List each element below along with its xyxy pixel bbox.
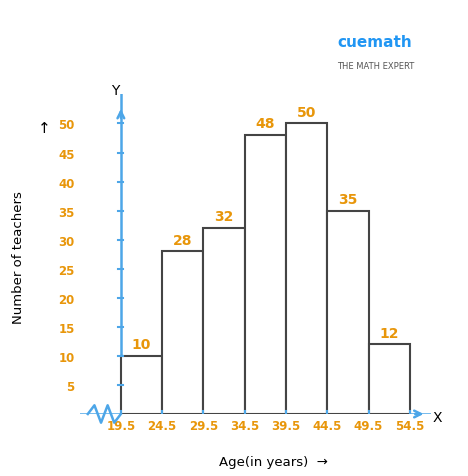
Bar [327, 211, 369, 414]
Text: 48: 48 [256, 117, 275, 131]
Bar [204, 228, 245, 414]
Text: Age(in years)  →: Age(in years) → [219, 455, 328, 468]
Text: X: X [432, 410, 442, 424]
Text: Number of teachers: Number of teachers [12, 191, 25, 323]
Text: 32: 32 [214, 210, 234, 224]
Bar [162, 252, 204, 414]
Text: 50: 50 [297, 106, 316, 119]
Text: 10: 10 [132, 337, 151, 351]
Bar [245, 136, 286, 414]
Text: THE MATH EXPERT: THE MATH EXPERT [337, 62, 414, 71]
Text: ↑: ↑ [38, 121, 51, 136]
Bar [286, 124, 327, 414]
Text: 35: 35 [338, 193, 358, 207]
Bar [369, 345, 410, 414]
Text: cuemath: cuemath [337, 35, 412, 50]
Text: Y: Y [111, 84, 119, 98]
Bar [121, 356, 162, 414]
Text: 12: 12 [380, 326, 399, 340]
Text: 28: 28 [173, 233, 192, 247]
